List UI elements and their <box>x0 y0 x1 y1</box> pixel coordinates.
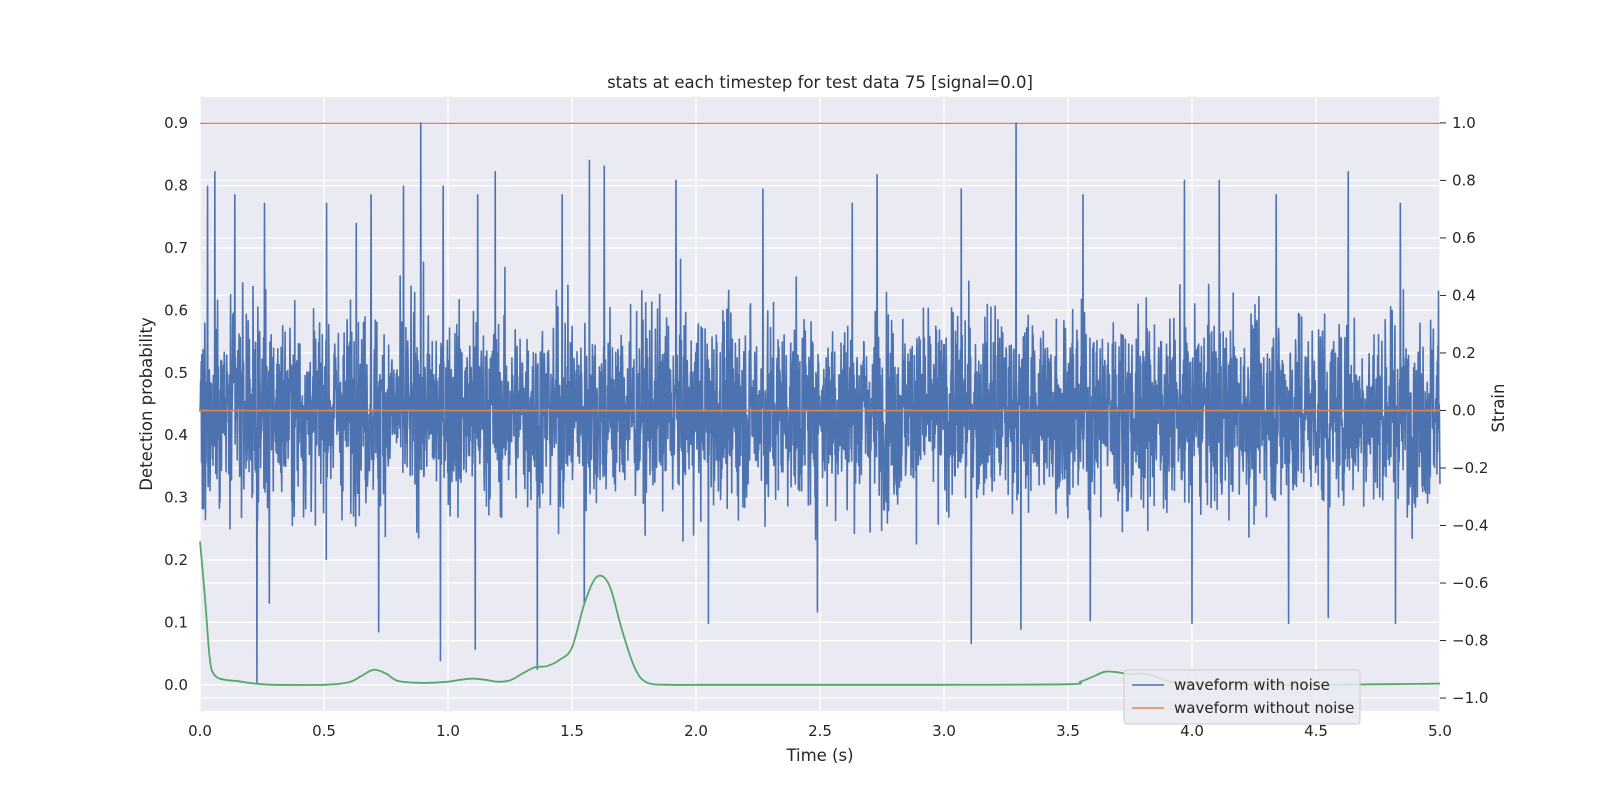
y-left-tick-label: 0.3 <box>164 489 188 507</box>
y-right-tick-label: 0.0 <box>1452 401 1476 419</box>
x-axis-ticks: 0.0 0.5 1.0 1.5 2.0 2.5 3.0 3.5 4.0 4.5 5.0 <box>188 722 1452 740</box>
y-left-tick-label: 0.8 <box>164 177 188 195</box>
legend-box <box>1123 669 1361 725</box>
y-right-tick-label: 0.2 <box>1452 344 1476 362</box>
x-tick-label: 2.0 <box>684 722 708 740</box>
y-left-tick-label: 0.5 <box>164 364 188 382</box>
legend-label-noisy: waveform with noise <box>1174 676 1330 694</box>
x-tick-label: 1.0 <box>436 722 460 740</box>
chart-title: stats at each timestep for test data 75 … <box>607 73 1033 92</box>
y-left-tick-label: 0.6 <box>164 301 188 319</box>
legend: waveform with noise waveform without noi… <box>1123 669 1361 725</box>
legend-label-clean: waveform without noise <box>1174 699 1354 717</box>
y-left-tick-label: 0.0 <box>164 676 188 694</box>
left-axis-ticks: 0.0 0.1 0.2 0.3 0.4 0.5 0.6 0.7 0.8 0.9 <box>164 114 188 694</box>
x-tick-label: 3.5 <box>1056 722 1080 740</box>
x-tick-label: 4.5 <box>1304 722 1328 740</box>
x-tick-label: 0.5 <box>312 722 336 740</box>
series-layer <box>199 122 1441 686</box>
x-tick-label: 4.0 <box>1180 722 1204 740</box>
y-right-tick-label: −1.0 <box>1452 689 1488 707</box>
right-axis-label: Strain <box>1489 384 1508 433</box>
y-right-tick-label: −0.2 <box>1452 459 1488 477</box>
x-tick-label: 2.5 <box>808 722 832 740</box>
series-detection-probability <box>199 541 1441 686</box>
x-tick-label: 0.0 <box>188 722 212 740</box>
x-tick-label: 1.5 <box>560 722 584 740</box>
y-right-tick-label: −0.4 <box>1452 517 1488 535</box>
y-right-tick-label: 1.0 <box>1452 114 1476 132</box>
series-waveform-with-noise <box>199 122 1441 685</box>
y-left-tick-label: 0.9 <box>164 114 188 132</box>
y-left-tick-label: 0.4 <box>164 426 188 444</box>
y-right-tick-label: 0.4 <box>1452 286 1476 304</box>
y-right-tick-label: 0.6 <box>1452 229 1476 247</box>
x-axis-label: Time (s) <box>785 746 853 765</box>
y-right-tick-label: 0.8 <box>1452 171 1476 189</box>
y-right-tick-label: −0.6 <box>1452 574 1488 592</box>
y-left-tick-label: 0.7 <box>164 239 188 257</box>
y-left-tick-label: 0.1 <box>164 613 188 631</box>
left-axis-label: Detection probability <box>137 317 156 491</box>
right-axis-ticks: −1.0 −0.8 −0.6 −0.4 −0.2 0.0 0.2 0.4 0.6 0.8 1.0 <box>1440 114 1488 707</box>
y-left-tick-label: 0.2 <box>164 551 188 569</box>
x-tick-label: 5.0 <box>1428 722 1452 740</box>
y-right-tick-label: −0.8 <box>1452 632 1488 650</box>
x-tick-label: 3.0 <box>932 722 956 740</box>
